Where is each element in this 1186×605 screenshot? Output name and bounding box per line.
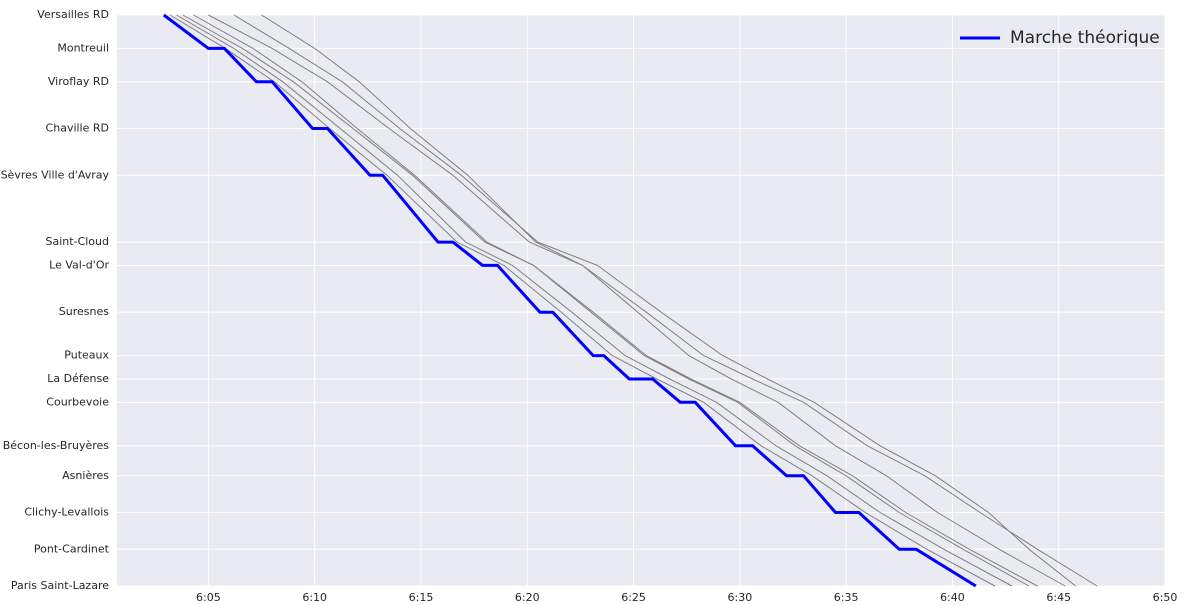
y-tick-label: Pont-Cardinet: [34, 542, 110, 555]
train-line: [182, 14, 1038, 587]
y-tick-label: Bécon-les-Bruyères: [3, 439, 110, 452]
x-tick-label: 6:10: [302, 591, 327, 604]
y-tick-label: Sèvres Ville d'Avray: [1, 168, 110, 181]
plot-area: [117, 15, 1165, 586]
x-tick-label: 6:50: [1153, 591, 1178, 604]
y-tick-label: Puteaux: [64, 349, 109, 362]
y-tick-label: Versailles RD: [37, 8, 109, 21]
y-tick-label: Chaville RD: [46, 122, 109, 135]
y-tick-label: Saint-Cloud: [46, 235, 109, 248]
y-tick-label: Le Val-d'Or: [49, 258, 109, 271]
x-tick-label: 6:05: [196, 591, 221, 604]
x-tick-label: 6:25: [621, 591, 646, 604]
train-line: [193, 14, 1030, 587]
y-tick-label: Asnières: [62, 469, 109, 482]
legend-label: Marche théorique: [1010, 28, 1160, 48]
train-line: [176, 14, 1013, 587]
y-tick-label: Montreuil: [57, 41, 109, 54]
train-line: [233, 14, 1077, 587]
x-tick-label: 6:15: [409, 591, 434, 604]
y-tick-label: Clichy-Levallois: [24, 506, 109, 519]
y-tick-label: Courbevoie: [46, 395, 109, 408]
x-tick-label: 6:40: [940, 591, 965, 604]
x-tick-label: 6:20: [515, 591, 540, 604]
y-tick-label: Viroflay RD: [48, 75, 109, 88]
y-tick-label: Paris Saint-Lazare: [11, 579, 109, 592]
y-tick-label: Suresnes: [59, 305, 109, 318]
theoretical-line: [162, 13, 977, 588]
x-tick-label: 6:30: [727, 591, 752, 604]
x-tick-label: 6:45: [1046, 591, 1071, 604]
train-line: [208, 14, 1098, 587]
train-line: [169, 14, 996, 587]
y-tick-label: La Défense: [47, 372, 109, 385]
x-tick-label: 6:35: [834, 591, 859, 604]
train-line: [261, 14, 1066, 587]
